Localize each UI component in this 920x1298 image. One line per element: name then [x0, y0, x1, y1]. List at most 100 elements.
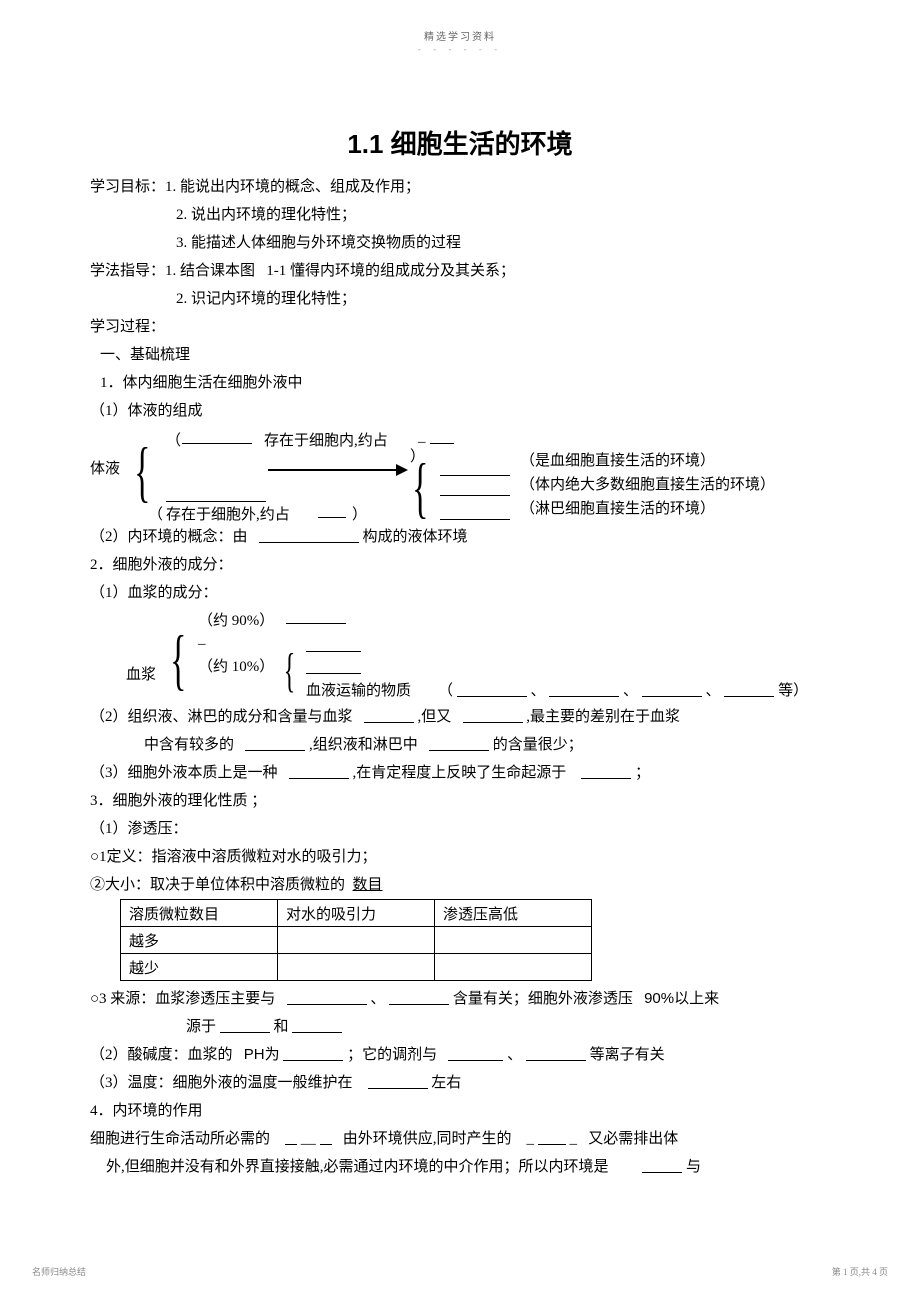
- brace1-r3: （淋巴细胞直接生活的环境）: [520, 497, 715, 518]
- p32a: （2）酸碱度：血浆的: [90, 1047, 233, 1063]
- sec1-p3-1-3: ○3 来源：血浆渗透压主要与 、 含量有关；细胞外液渗透压 90%以上来: [90, 985, 830, 1013]
- blank: [526, 1046, 586, 1061]
- blank: [166, 487, 266, 502]
- blank: [292, 1018, 342, 1033]
- blank: [289, 764, 349, 779]
- brace1-r1: （是血细胞直接生活的环境）: [520, 449, 715, 470]
- goals-label: 学习目标：: [90, 179, 165, 195]
- sec1-p2-3: （3）细胞外液本质上是一种 ,在肯定程度上反映了生命起源于 ；: [90, 759, 830, 787]
- r1c1: 越多: [121, 927, 278, 954]
- sec1-p4: 4．内环境的作用: [90, 1097, 830, 1125]
- p312b: 数目: [353, 877, 383, 893]
- p4e: 与: [686, 1159, 701, 1175]
- sec1-p3-2: （2）酸碱度：血浆的 PH为 ；它的调剂与 、 等离子有关: [90, 1041, 830, 1069]
- p4b: 由外环境供应,同时产生的: [343, 1131, 512, 1147]
- p2-3b: ,在肯定程度上反映了生命起源于: [353, 765, 567, 781]
- r1c2: [278, 927, 435, 954]
- us: __: [301, 1131, 316, 1147]
- sec1-heading: 一、基础梳理: [90, 341, 830, 369]
- p2-2f: 的含量很少；: [493, 737, 583, 753]
- p33a: （3）温度：细胞外液的温度一般维护在: [90, 1075, 353, 1091]
- blank: [306, 659, 361, 674]
- p33b: 左右: [431, 1075, 461, 1091]
- blank: [430, 429, 454, 444]
- p2-2c: ,最主要的差别在于血浆: [526, 709, 680, 725]
- blank: [318, 503, 346, 518]
- brace1-r2: （体内绝大多数细胞直接生活的环境）: [520, 473, 775, 494]
- r2c3: [435, 954, 592, 981]
- brace2-left-label: 血浆: [126, 663, 156, 684]
- p4c: 又必需排出体: [588, 1131, 678, 1147]
- goals-line1: 学习目标：1. 能说出内环境的概念、组成及作用；: [90, 173, 830, 201]
- th2: 对水的吸引力: [278, 900, 435, 927]
- sec1-p4b: 外,但细胞并没有和外界直接接触,必需通过内环境的中介作用；所以内环境是 与: [90, 1153, 830, 1181]
- tb: 、: [531, 683, 546, 699]
- header-watermark: 精选学习资料: [90, 28, 830, 43]
- sec1-p3: 3．细胞外液的理化性质 ；: [90, 787, 830, 815]
- blank: [285, 1130, 297, 1145]
- p313f: 和: [274, 1019, 289, 1035]
- sec1-p4a: 细胞进行生命活动所必需的 __ 由外环境供应,同时产生的 _ _ 又必需排出体: [90, 1125, 830, 1153]
- ta: （: [438, 683, 453, 699]
- brace2-row4: 血液运输的物质: [306, 679, 411, 700]
- goal-3: 3. 能描述人体细胞与外环境交换物质的过程: [90, 229, 830, 257]
- footer-ra: 第 1 页,共: [832, 1267, 870, 1277]
- blank: [245, 736, 305, 751]
- r2c2: [278, 954, 435, 981]
- blank: [457, 682, 527, 697]
- brace1-bot-text: 存在于细胞外,约占: [166, 503, 290, 524]
- page-title: 1.1 细胞生活的环境: [90, 124, 830, 161]
- sec1-p3-1-3b: 源于 和: [90, 1013, 830, 1041]
- footer: 名师归纳总结 第 1 页,共 4 页: [32, 1265, 888, 1278]
- brace2-row3: （约 10%）: [198, 655, 274, 676]
- p1-2a: （2）内环境的概念：由: [90, 529, 248, 545]
- p313d: 90%以上来: [644, 990, 719, 1007]
- arrow-icon: [268, 461, 408, 479]
- blank: [549, 682, 619, 697]
- blank: [220, 1018, 270, 1033]
- td: 、: [706, 683, 721, 699]
- blank: [538, 1130, 566, 1145]
- us3: _: [570, 1131, 578, 1147]
- brace-left-icon: {: [134, 437, 150, 505]
- p32b: PH为: [244, 1046, 280, 1063]
- guide-2: 2. 识记内环境的理化特性；: [90, 285, 830, 313]
- brace-inner-icon: {: [284, 647, 296, 695]
- us2: _: [527, 1131, 535, 1147]
- p32d: 、: [507, 1047, 522, 1063]
- tc: 、: [623, 683, 638, 699]
- brace1-left-label: 体液: [90, 457, 120, 478]
- r2c1: 越少: [121, 954, 278, 981]
- p2-2d: 中含有较多的: [144, 737, 234, 753]
- brace2-tail: （ 、 、 、 等）: [438, 679, 808, 700]
- p2-2a: （2）组织液、淋巴的成分和含量与血浆: [90, 709, 353, 725]
- blank: [389, 990, 449, 1005]
- brace2-row2: _: [198, 631, 206, 648]
- blank: [320, 1130, 332, 1145]
- brace1-top-us: _: [418, 429, 426, 446]
- table-row: 越多: [121, 927, 592, 954]
- blank: [724, 682, 774, 697]
- guide-1b: 1-1 懂得内环境的组成成分及其关系；: [266, 263, 515, 279]
- blank: [306, 637, 361, 652]
- guide-line1: 学法指导：1. 结合课本图 1-1 懂得内环境的组成成分及其关系；: [90, 257, 830, 285]
- sec1-p1: 1．体内细胞生活在细胞外液中: [90, 369, 830, 397]
- blank: [642, 682, 702, 697]
- blank: [287, 990, 367, 1005]
- blank: [448, 1046, 503, 1061]
- sec1-p1-1: （1）体液的组成: [90, 397, 830, 425]
- p312a: ②大小：取决于单位体积中溶质微粒的: [90, 877, 345, 893]
- brace-left-icon: {: [170, 625, 186, 693]
- p4d: 外,但细胞并没有和外界直接接触,必需通过内环境的中介作用；所以内环境是: [106, 1159, 609, 1175]
- p313a: ○3 来源：血浆渗透压主要与: [90, 991, 275, 1007]
- brace1-bot-paren: （: [148, 503, 163, 524]
- th3: 渗透压高低: [435, 900, 592, 927]
- footer-left: 名师归纳总结: [32, 1267, 86, 1277]
- sec1-p2-2cont: 中含有较多的 ,组织液和淋巴中 的含量很少；: [90, 731, 830, 759]
- footer-right: 第 1 页,共 4 页: [832, 1265, 888, 1278]
- brace1-bot-close: ）: [352, 503, 367, 524]
- guide-label: 学法指导：: [90, 263, 165, 279]
- blank: [581, 764, 631, 779]
- header-dots: - - - - - -: [90, 44, 830, 54]
- goal-2: 2. 说出内环境的理化特性；: [90, 201, 830, 229]
